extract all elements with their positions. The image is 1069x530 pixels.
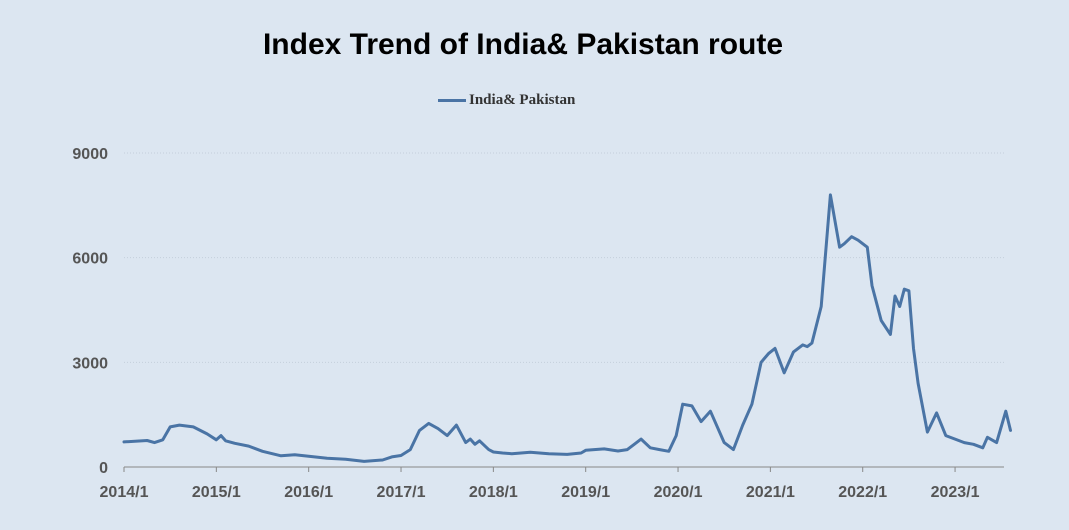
x-tick-label: 2018/1 bbox=[469, 484, 518, 501]
series-line bbox=[122, 193, 1012, 463]
y-tick-label: 6000 bbox=[72, 251, 108, 268]
x-tick-label: 2016/1 bbox=[284, 484, 333, 501]
y-tick-label: 9000 bbox=[72, 146, 108, 163]
x-tick-label: 2020/1 bbox=[654, 484, 703, 501]
x-tick-label: 2014/1 bbox=[100, 484, 149, 501]
x-tick-label: 2023/1 bbox=[931, 484, 980, 501]
x-tick-label: 2015/1 bbox=[192, 484, 241, 501]
x-tick-label: 2019/1 bbox=[561, 484, 610, 501]
x-tick-label: 2022/1 bbox=[838, 484, 887, 501]
legend-swatch bbox=[438, 99, 466, 102]
legend-label: India& Pakistan bbox=[469, 92, 576, 108]
y-tick-label: 3000 bbox=[72, 355, 108, 372]
x-tick-label: 2017/1 bbox=[377, 484, 426, 501]
x-tick-label: 2021/1 bbox=[746, 484, 795, 501]
legend: India& Pakistan bbox=[438, 92, 575, 109]
y-tick-label: 0 bbox=[99, 460, 108, 477]
chart-title: Index Trend of India& Pakistan route bbox=[262, 28, 784, 61]
